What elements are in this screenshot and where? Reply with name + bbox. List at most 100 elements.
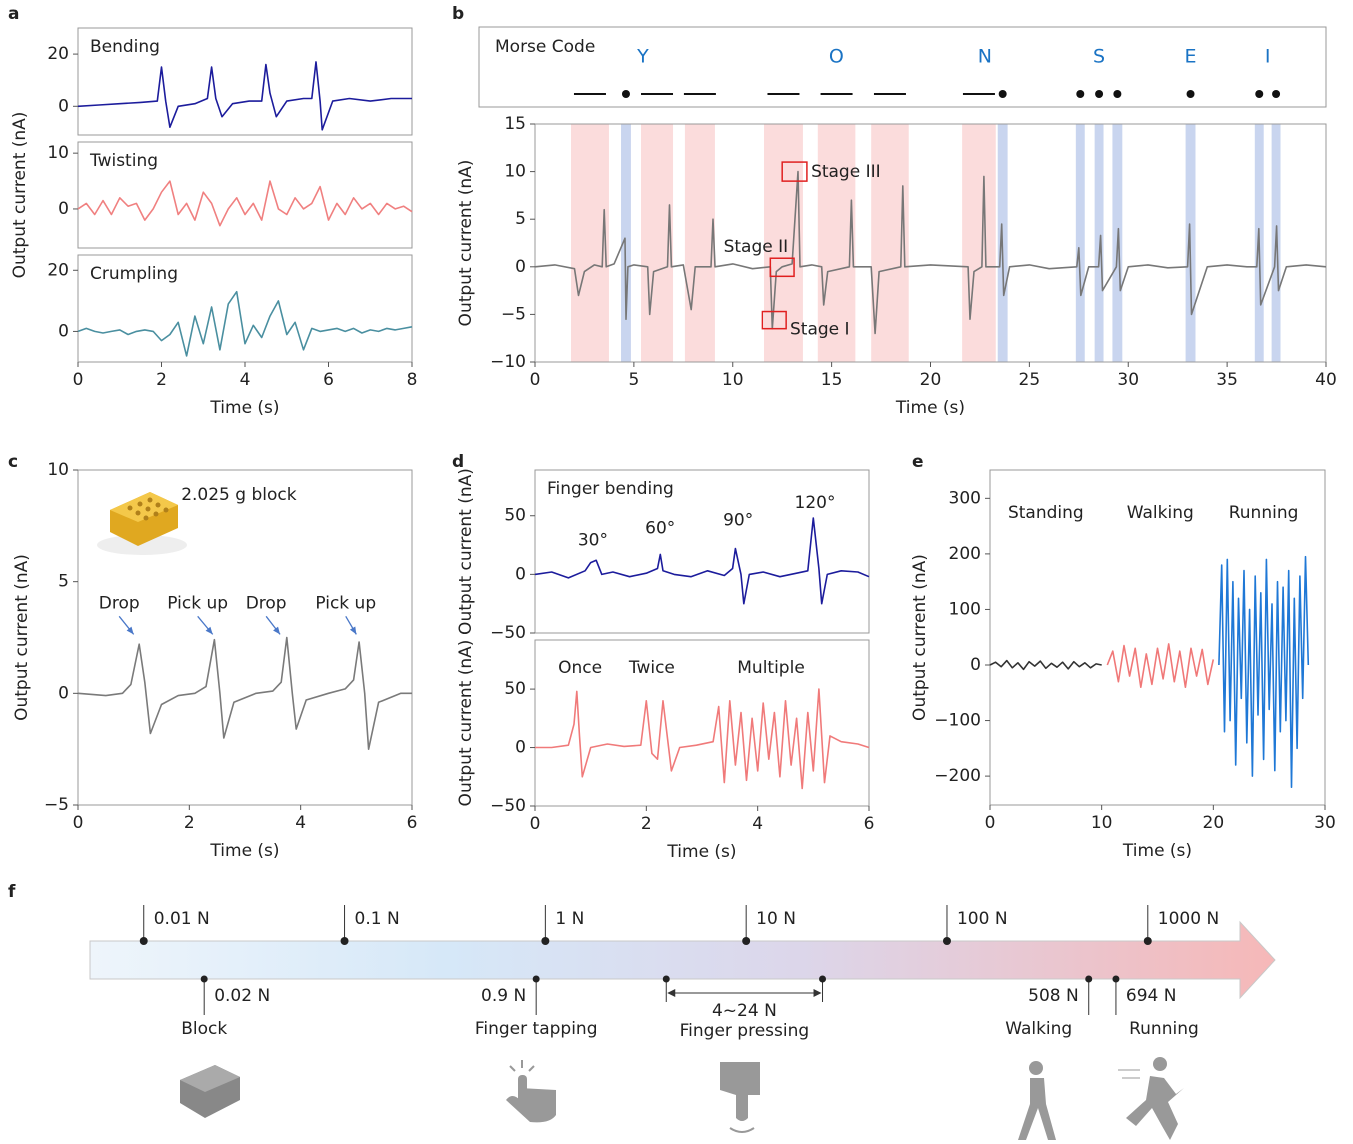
scale-dot	[140, 937, 148, 945]
annotation: Twice	[628, 658, 675, 678]
y-tick-label: 20	[47, 260, 69, 280]
panel-label: e	[912, 452, 924, 472]
x-axis-label: Time (s)	[209, 841, 279, 861]
legend-label: Twisting	[89, 151, 158, 171]
arrow-head	[273, 627, 280, 635]
morse-letter: N	[978, 46, 992, 68]
x-tick-label: 0	[530, 370, 541, 390]
panel-label: a	[8, 4, 19, 24]
x-tick-label: 2	[156, 370, 167, 390]
event-name: Finger tapping	[475, 1019, 598, 1039]
morse-dot	[1076, 90, 1084, 98]
y-tick-label: 5	[515, 209, 526, 229]
code-band	[1076, 124, 1085, 362]
x-tick-label: 4	[240, 370, 251, 390]
y-axis-label: Output current (nA)	[10, 112, 30, 279]
scale-dot	[943, 937, 951, 945]
scale-tick-label: 0.01 N	[154, 909, 210, 929]
trace	[78, 638, 412, 750]
x-tick-label: 0	[73, 813, 84, 833]
annotation: 2.025 g block	[181, 485, 297, 505]
code-band	[871, 124, 909, 362]
event-name: Walking	[1005, 1019, 1072, 1039]
annotation: Pick up	[315, 593, 376, 613]
event-value: 4~24 N	[712, 1001, 777, 1021]
annotation: 60°	[645, 519, 675, 539]
x-tick-label: 0	[73, 370, 84, 390]
event-value: 508 N	[1028, 986, 1079, 1006]
x-tick-label: 6	[407, 813, 418, 833]
morse-dot	[999, 90, 1007, 98]
y-tick-label: 10	[47, 143, 69, 163]
morse-title: Morse Code	[495, 37, 595, 57]
morse-dot	[1113, 90, 1121, 98]
annotation: Pick up	[167, 593, 228, 613]
y-tick-label: 200	[949, 544, 981, 564]
y-tick-label: 0	[515, 257, 526, 277]
y-tick-label: 15	[504, 114, 526, 134]
morse-letter: I	[1265, 46, 1271, 68]
x-axis-label: Time (s)	[1122, 841, 1192, 861]
scale-tick-label: 10 N	[756, 909, 796, 929]
arrow-head	[814, 989, 822, 997]
walking-icon	[1018, 1061, 1056, 1140]
trace	[535, 689, 869, 788]
x-tick-label: 6	[864, 814, 875, 834]
event-dot	[1085, 976, 1092, 983]
y-axis-label: Output current (nA)	[12, 554, 32, 721]
pressing-icon	[720, 1062, 760, 1132]
x-tick-label: 15	[821, 370, 843, 390]
x-tick-label: 0	[985, 813, 996, 833]
annotation: Drop	[246, 593, 287, 613]
scale-dot	[341, 937, 349, 945]
x-tick-label: 30	[1117, 370, 1139, 390]
legend-label: Crumpling	[90, 264, 178, 284]
scale-dot	[742, 937, 750, 945]
y-tick-label: 20	[47, 44, 69, 64]
code-band	[685, 124, 715, 362]
y-tick-label: 0	[58, 683, 69, 703]
y-tick-label: 300	[949, 488, 981, 508]
x-axis-label: Time (s)	[666, 842, 736, 862]
y-axis-label: Output current (nA)	[456, 160, 476, 327]
morse-letter: S	[1093, 46, 1105, 68]
event-dot	[1112, 976, 1119, 983]
trace	[78, 181, 412, 226]
legend-label: Standing	[1008, 503, 1084, 523]
annotation: 120°	[795, 493, 836, 513]
panel-label: c	[8, 452, 18, 472]
code-band	[962, 124, 996, 362]
morse-dot	[1255, 90, 1263, 98]
running-icon	[1118, 1057, 1184, 1140]
y-tick-label: 0	[515, 738, 526, 758]
figure: a020BendingOutput current (nA)010Twistin…	[0, 0, 1353, 1144]
morse-dot	[1187, 90, 1195, 98]
event-dot	[533, 976, 540, 983]
x-tick-label: 40	[1315, 370, 1337, 390]
y-axis-label: Output current (nA)	[456, 468, 476, 635]
x-tick-label: 10	[722, 370, 744, 390]
legend-label: Bending	[90, 37, 160, 57]
y-tick-label: 0	[58, 199, 69, 219]
y-tick-label: −50	[490, 623, 526, 643]
event-dot	[201, 976, 208, 983]
panel-label: b	[452, 4, 464, 24]
trace	[990, 661, 1102, 670]
event-name: Block	[181, 1019, 227, 1039]
trace	[1219, 557, 1308, 788]
event-name: Finger pressing	[680, 1021, 810, 1041]
annotation: Stage III	[811, 162, 881, 182]
trace	[78, 292, 412, 356]
legend-label: Running	[1229, 503, 1299, 523]
event-dot	[663, 976, 670, 983]
annotation: 90°	[723, 510, 753, 530]
y-tick-label: −100	[934, 711, 981, 731]
y-tick-label: 5	[58, 572, 69, 592]
annotation: Stage I	[790, 320, 850, 340]
y-tick-label: 0	[58, 321, 69, 341]
y-tick-label: 0	[515, 564, 526, 584]
y-tick-label: 50	[504, 679, 526, 699]
annotation: Multiple	[737, 658, 805, 678]
scale-tick-label: 100 N	[957, 909, 1008, 929]
trace	[1107, 644, 1213, 687]
